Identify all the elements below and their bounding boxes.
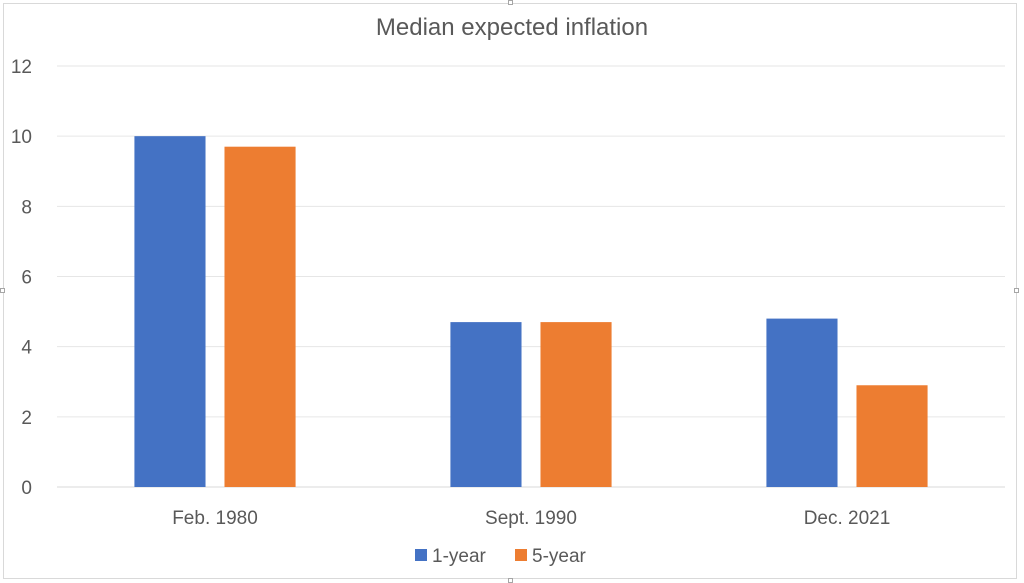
resize-handle-top[interactable] bbox=[508, 0, 513, 5]
resize-handle-left[interactable] bbox=[0, 288, 5, 293]
x-axis-ticks: Feb. 1980 Sept. 1990 Dec. 2021 bbox=[172, 508, 890, 529]
legend: 1-year 5-year bbox=[415, 546, 587, 567]
bars bbox=[134, 136, 928, 488]
bar-5-year-2[interactable] bbox=[856, 385, 928, 487]
bar-1-year-2[interactable] bbox=[766, 318, 838, 487]
chart-title: Median expected inflation bbox=[376, 14, 648, 41]
legend-label-5-year: 5-year bbox=[532, 546, 587, 567]
legend-label-1-year: 1-year bbox=[432, 546, 487, 567]
bar-5-year-0[interactable] bbox=[224, 146, 296, 488]
y-tick-label: 4 bbox=[21, 338, 32, 359]
y-axis-ticks: 0 2 4 6 8 10 12 bbox=[11, 57, 33, 499]
y-tick-label: 6 bbox=[21, 268, 32, 289]
y-tick-label: 0 bbox=[21, 478, 32, 499]
resize-handle-right[interactable] bbox=[1014, 288, 1019, 293]
x-tick-label: Sept. 1990 bbox=[485, 508, 577, 529]
y-tick-label: 2 bbox=[21, 408, 32, 429]
gridlines bbox=[57, 65, 1005, 488]
y-tick-label: 10 bbox=[11, 127, 32, 148]
legend-swatch-1-year bbox=[415, 549, 427, 561]
bar-1-year-1[interactable] bbox=[450, 322, 522, 487]
x-tick-label: Dec. 2021 bbox=[804, 508, 891, 529]
bar-5-year-1[interactable] bbox=[540, 322, 612, 487]
x-tick-label: Feb. 1980 bbox=[172, 508, 258, 529]
bar-1-year-0[interactable] bbox=[134, 136, 206, 487]
legend-swatch-5-year bbox=[515, 549, 527, 561]
y-tick-label: 12 bbox=[11, 57, 32, 78]
y-tick-label: 8 bbox=[21, 197, 32, 218]
